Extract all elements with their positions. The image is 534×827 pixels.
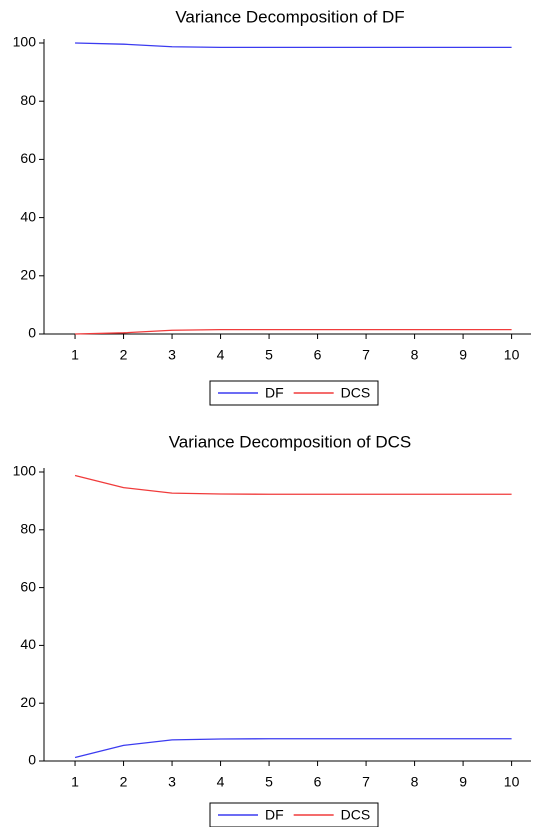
chart-title: Variance Decomposition of DCS bbox=[169, 432, 412, 451]
x-tick-label: 5 bbox=[265, 774, 273, 790]
x-tick-label: 6 bbox=[314, 774, 322, 790]
y-tick-label: 20 bbox=[20, 694, 36, 710]
x-tick-label: 10 bbox=[504, 774, 520, 790]
x-tick-label: 3 bbox=[168, 347, 176, 363]
x-tick-label: 1 bbox=[71, 347, 79, 363]
x-tick-label: 7 bbox=[362, 774, 370, 790]
x-tick-label: 2 bbox=[120, 347, 128, 363]
y-tick-label: 60 bbox=[20, 578, 36, 594]
x-tick-label: 2 bbox=[120, 774, 128, 790]
legend-label: DF bbox=[265, 807, 284, 823]
chart-title: Variance Decomposition of DF bbox=[175, 7, 404, 26]
y-tick-label: 100 bbox=[13, 34, 37, 50]
line bbox=[74, 474, 512, 495]
x-tick-label: 4 bbox=[217, 774, 225, 790]
x-tick-label: 6 bbox=[314, 347, 322, 363]
y-tick-label: 60 bbox=[20, 150, 36, 166]
x-tick-label: 8 bbox=[411, 347, 419, 363]
line bbox=[75, 42, 512, 49]
x-tick-label: 10 bbox=[504, 347, 520, 363]
y-tick-label: 100 bbox=[13, 463, 37, 479]
y-tick-label: 80 bbox=[20, 92, 36, 108]
chart: Variance Decomposition of DF 0 20 40 60 80 100… bbox=[13, 7, 531, 406]
x-tick-label: 9 bbox=[459, 774, 467, 790]
legend: DF DCS bbox=[209, 802, 379, 827]
legend-label: DCS bbox=[341, 385, 371, 401]
y-tick-label: 40 bbox=[20, 636, 36, 652]
x-tick-label: 3 bbox=[168, 774, 176, 790]
chart: Variance Decomposition of DCS 0 20 40 60 80 10… bbox=[13, 432, 531, 827]
legend-label: DCS bbox=[341, 807, 371, 823]
y-tick-label: 20 bbox=[20, 267, 36, 283]
y-tick-label: 0 bbox=[28, 752, 36, 768]
y-tick-label: 80 bbox=[20, 521, 36, 537]
x-tick-label: 8 bbox=[411, 774, 419, 790]
legend-label: DF bbox=[265, 385, 284, 401]
line bbox=[74, 738, 512, 759]
x-tick-label: 5 bbox=[265, 347, 273, 363]
x-tick-label: 9 bbox=[459, 347, 467, 363]
line bbox=[75, 328, 512, 335]
x-tick-label: 7 bbox=[362, 347, 370, 363]
y-tick-label: 0 bbox=[28, 325, 36, 341]
x-tick-label: 4 bbox=[217, 347, 225, 363]
x-tick-label: 1 bbox=[71, 774, 79, 790]
legend: DF DCS bbox=[209, 380, 379, 406]
y-tick-label: 40 bbox=[20, 208, 36, 224]
